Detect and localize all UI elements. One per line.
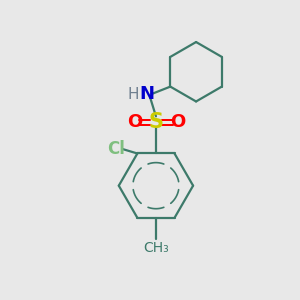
Text: O: O [170,113,185,131]
Text: S: S [148,112,164,132]
Text: N: N [140,85,154,103]
Text: O: O [127,113,142,131]
Text: Cl: Cl [107,140,125,158]
Text: CH₃: CH₃ [143,241,169,255]
Text: H: H [128,86,140,101]
